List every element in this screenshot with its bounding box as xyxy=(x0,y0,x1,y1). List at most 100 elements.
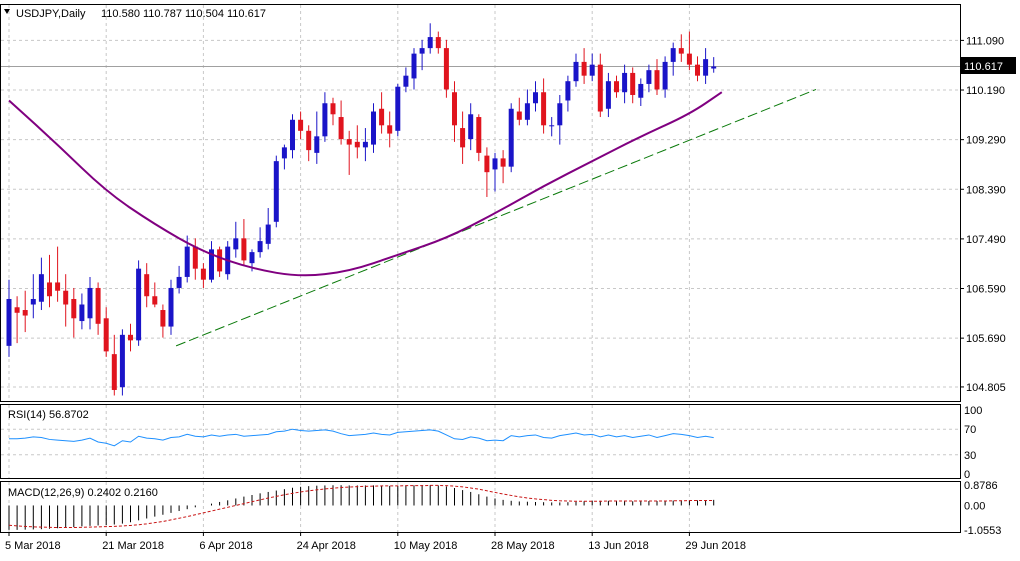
candle-body[interactable] xyxy=(47,282,52,297)
candle-body[interactable] xyxy=(549,125,555,127)
candle-body[interactable] xyxy=(468,114,474,140)
candle-body[interactable] xyxy=(298,119,304,131)
candle-body[interactable] xyxy=(460,128,466,148)
candle-body[interactable] xyxy=(257,241,263,253)
candle-body[interactable] xyxy=(541,92,547,126)
candle-body[interactable] xyxy=(452,92,457,126)
candle-body[interactable] xyxy=(395,86,401,131)
candle-body[interactable] xyxy=(654,70,660,90)
candle-body[interactable] xyxy=(273,161,279,222)
candle-body[interactable] xyxy=(630,72,636,95)
candle-body[interactable] xyxy=(184,246,190,277)
candle-body[interactable] xyxy=(371,111,376,145)
candle-body[interactable] xyxy=(200,268,206,280)
candle-body[interactable] xyxy=(119,334,125,388)
candle-body[interactable] xyxy=(168,287,174,327)
candle-body[interactable] xyxy=(346,139,352,145)
candle-body[interactable] xyxy=(362,141,368,148)
candle-body[interactable] xyxy=(87,287,93,319)
candle-body[interactable] xyxy=(95,287,101,324)
candle-body[interactable] xyxy=(233,238,239,250)
candle-body[interactable] xyxy=(703,59,709,76)
candle-body[interactable] xyxy=(22,310,28,316)
candle-body[interactable] xyxy=(411,53,417,79)
candle-body[interactable] xyxy=(500,158,506,167)
candle-body[interactable] xyxy=(387,125,393,134)
candle-body[interactable] xyxy=(589,64,595,76)
candle-body[interactable] xyxy=(55,282,61,291)
candle-body[interactable] xyxy=(484,155,490,173)
candle-body[interactable] xyxy=(678,48,684,54)
candle-body[interactable] xyxy=(557,103,563,126)
candle-body[interactable] xyxy=(306,130,312,151)
candle-body[interactable] xyxy=(435,37,441,49)
candle-body[interactable] xyxy=(265,224,271,244)
moving-average-line[interactable] xyxy=(8,91,723,277)
rsi-panel-frame xyxy=(0,404,961,479)
candle-body[interactable] xyxy=(419,48,425,54)
candle-body[interactable] xyxy=(565,81,571,101)
candle-body[interactable] xyxy=(136,268,142,341)
candle-body[interactable] xyxy=(379,108,385,126)
candle-body[interactable] xyxy=(128,334,133,341)
candle-body[interactable] xyxy=(622,72,628,93)
candle-body[interactable] xyxy=(403,75,409,87)
candle-body[interactable] xyxy=(476,117,482,153)
candle-body[interactable] xyxy=(314,136,320,153)
support-trendline[interactable] xyxy=(175,89,817,347)
candle-body[interactable] xyxy=(354,141,360,148)
candle-body[interactable] xyxy=(711,66,717,69)
main-panel[interactable] xyxy=(6,23,817,396)
candle-body[interactable] xyxy=(71,298,77,319)
macd-signal-line[interactable] xyxy=(8,484,714,529)
date-tick-label: 29 Jun 2018 xyxy=(685,540,746,552)
candle-body[interactable] xyxy=(160,310,166,327)
candle-body[interactable] xyxy=(427,37,433,49)
candle-body[interactable] xyxy=(144,274,150,297)
candle-body[interactable] xyxy=(573,61,579,82)
candle-body[interactable] xyxy=(176,276,182,288)
price-tick-label: 104.805 xyxy=(966,382,1006,394)
candle-body[interactable] xyxy=(281,147,287,159)
candle-body[interactable] xyxy=(111,354,117,390)
macd-panel[interactable] xyxy=(8,484,715,530)
candle-body[interactable] xyxy=(322,103,328,137)
candle-body[interactable] xyxy=(581,61,587,76)
candle-body[interactable] xyxy=(6,298,12,346)
candle-body[interactable] xyxy=(241,238,247,261)
candle-body[interactable] xyxy=(670,48,676,62)
candle-body[interactable] xyxy=(103,318,109,352)
candle-body[interactable] xyxy=(443,48,449,90)
candle-body[interactable] xyxy=(63,290,69,305)
candle-body[interactable] xyxy=(508,108,514,167)
candle-body[interactable] xyxy=(646,70,652,84)
candle-body[interactable] xyxy=(192,246,198,269)
candle-body[interactable] xyxy=(330,103,336,115)
candle-body[interactable] xyxy=(209,249,214,280)
candle-body[interactable] xyxy=(338,117,344,140)
candle-body[interactable] xyxy=(597,64,603,112)
candle-body[interactable] xyxy=(14,307,20,313)
candle-body[interactable] xyxy=(290,119,295,151)
rsi-line[interactable] xyxy=(9,428,714,447)
candle-body[interactable] xyxy=(30,298,36,305)
candle-body[interactable] xyxy=(524,103,530,120)
rsi-panel[interactable] xyxy=(1,428,960,456)
candle-body[interactable] xyxy=(605,81,611,109)
candle-body[interactable] xyxy=(217,249,223,272)
candle-body[interactable] xyxy=(38,274,44,302)
candle-body[interactable] xyxy=(695,64,700,76)
candle-body[interactable] xyxy=(638,83,644,98)
price-tick-label: 106.590 xyxy=(966,284,1006,296)
candle-body[interactable] xyxy=(662,61,668,90)
candle-body[interactable] xyxy=(516,111,522,120)
candle-body[interactable] xyxy=(686,53,692,65)
candle-body[interactable] xyxy=(79,304,85,322)
candle-body[interactable] xyxy=(614,81,619,93)
candle-body[interactable] xyxy=(152,296,158,305)
candle-body[interactable] xyxy=(533,92,538,104)
triangle-down-icon[interactable] xyxy=(4,9,10,14)
candle-body[interactable] xyxy=(249,252,255,264)
candle-body[interactable] xyxy=(492,158,498,170)
